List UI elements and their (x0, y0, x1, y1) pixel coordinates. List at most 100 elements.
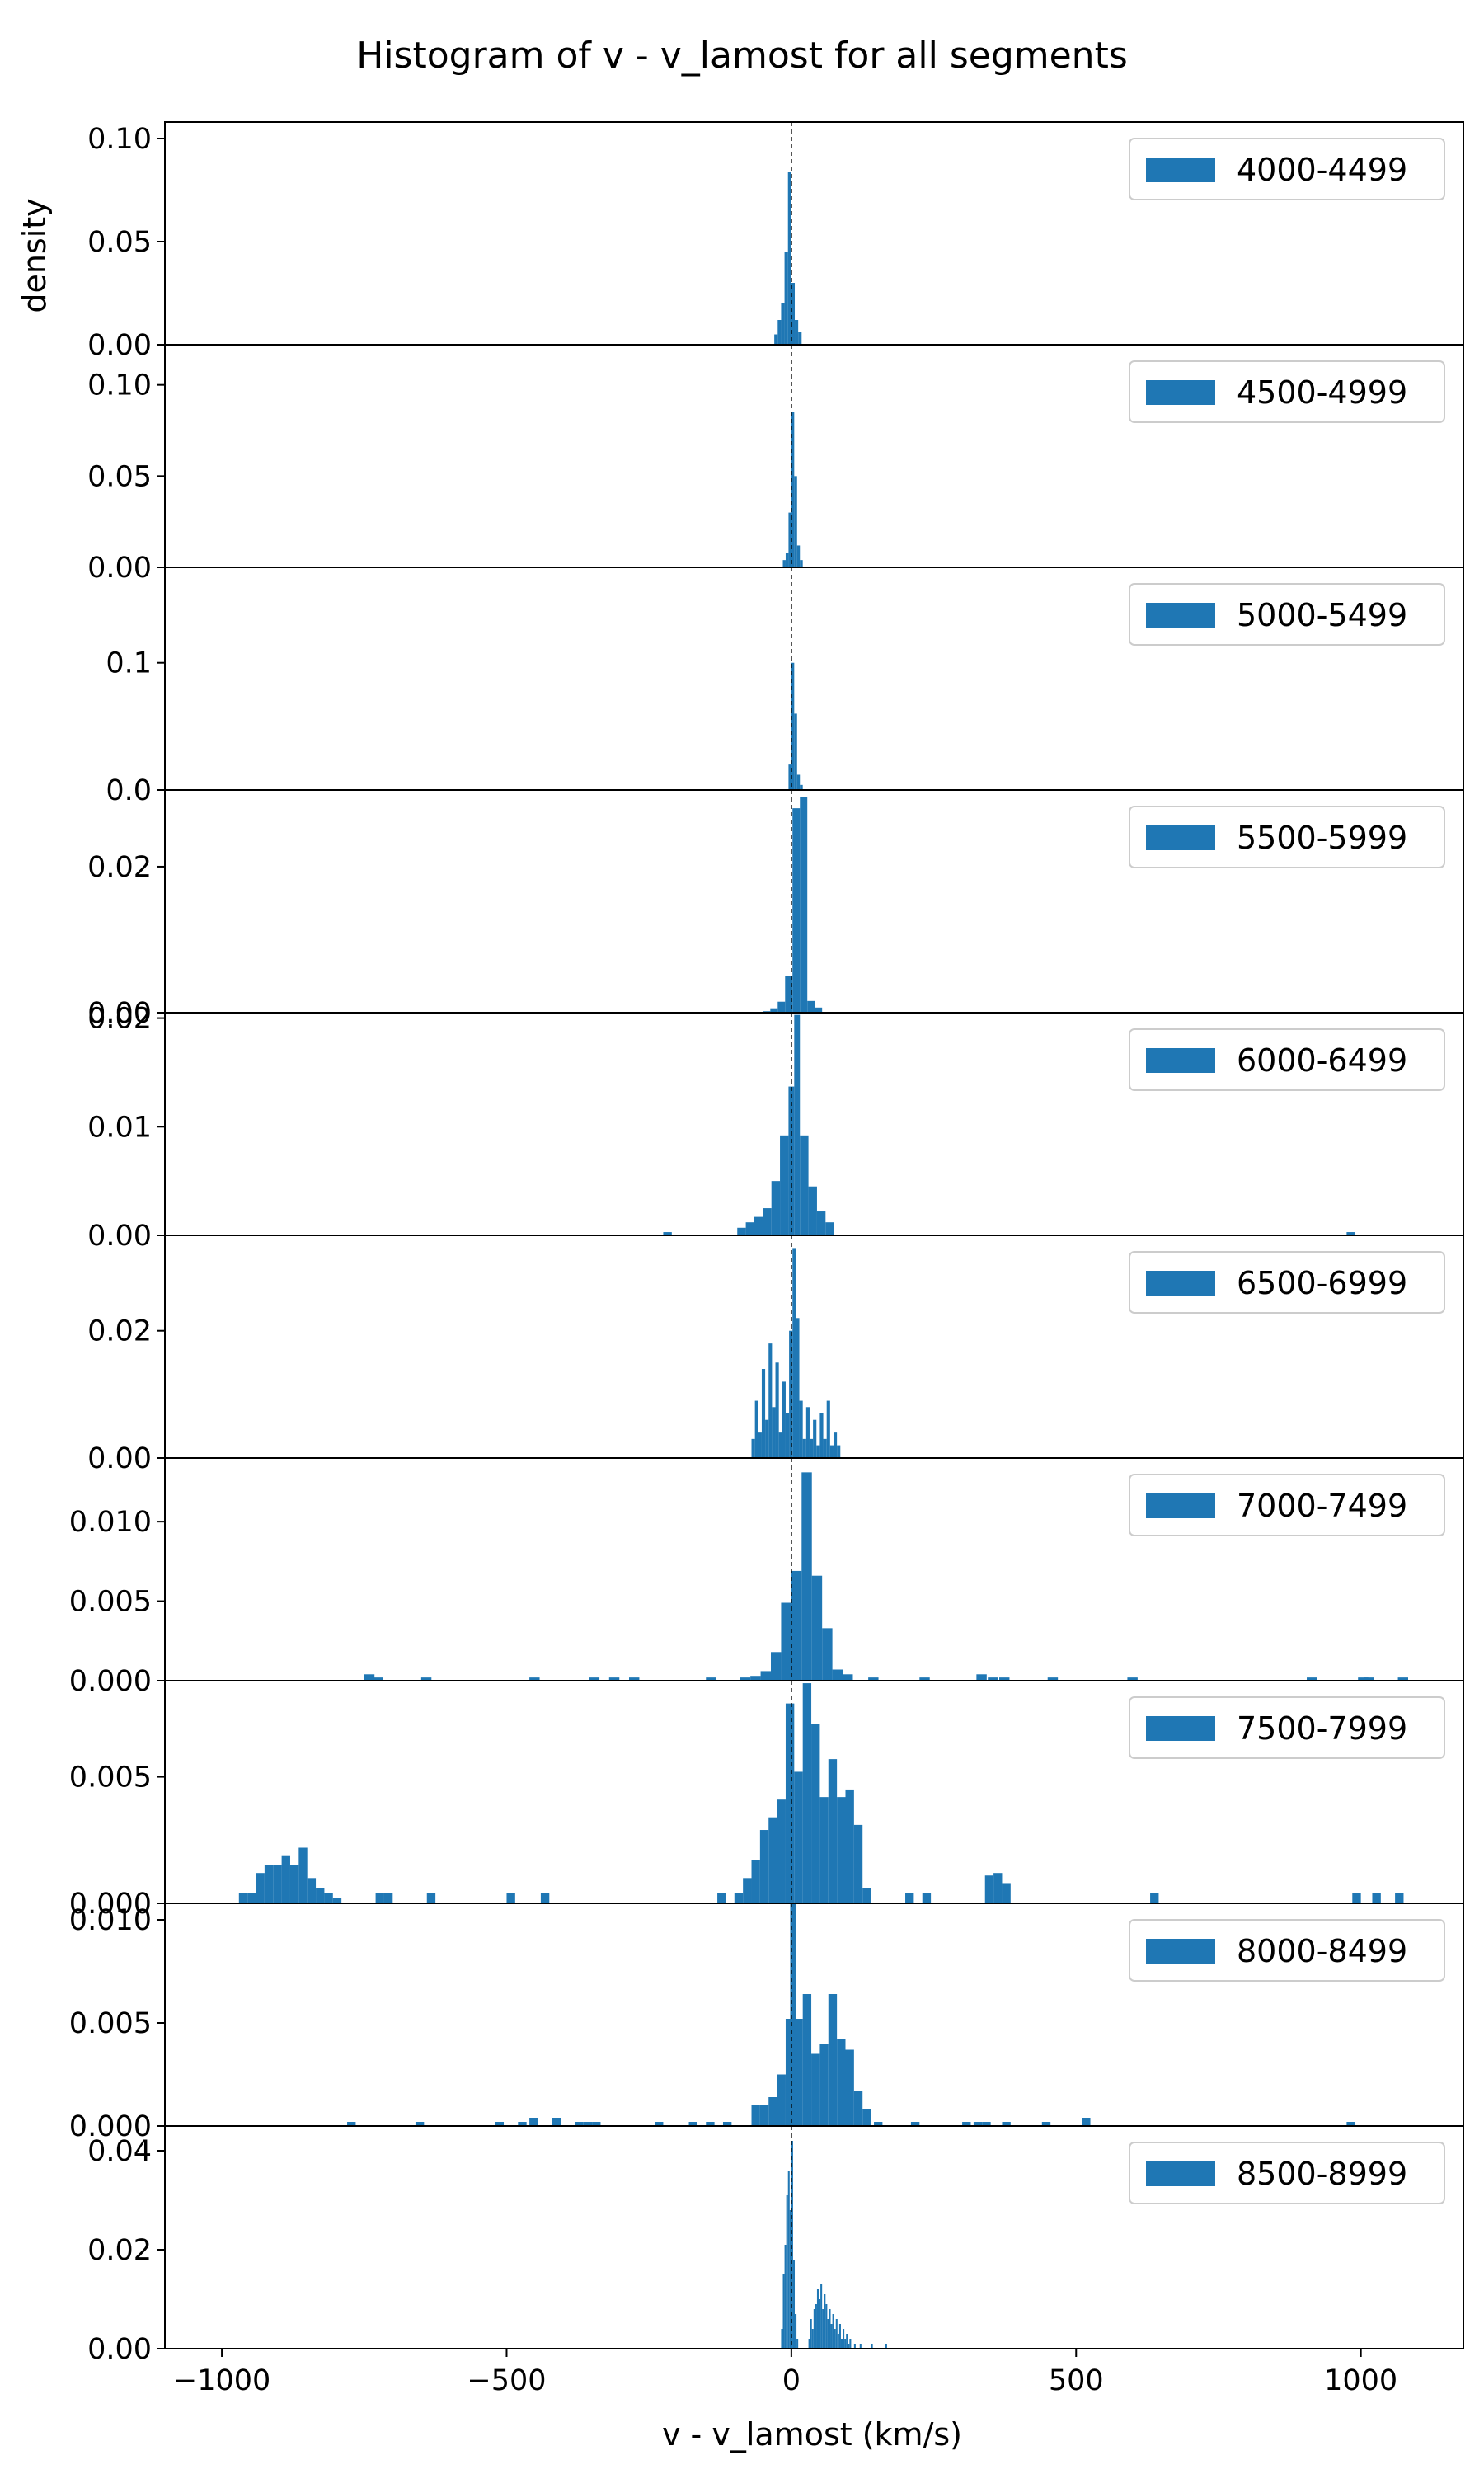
legend: 5500-5999 (1129, 806, 1445, 868)
legend-label: 5000-5499 (1237, 597, 1407, 633)
histogram-bar (796, 774, 801, 790)
histogram-bar (768, 1343, 773, 1458)
histogram-bar (791, 1570, 802, 1681)
legend: 7000-7499 (1129, 1474, 1445, 1536)
histogram-bar (859, 2344, 862, 2349)
histogram-bar (833, 1432, 838, 1458)
y-tick-label: 0.02 (87, 1003, 152, 1036)
histogram-bar (791, 662, 795, 790)
histogram-panel-7500-7999: 0.000 0.005 7500-7999 (69, 1680, 1464, 1921)
histogram-bar (1372, 1893, 1381, 1903)
histogram-bar (781, 303, 785, 345)
histogram-bar (800, 1135, 809, 1235)
histogram-bar (791, 412, 795, 567)
histogram-bar (298, 1847, 308, 1903)
histogram-bar (777, 1001, 786, 1013)
histogram-bar (843, 2329, 845, 2349)
histogram-bar (785, 2019, 791, 2126)
histogram-bar (780, 1135, 789, 1235)
histogram-bar (829, 1445, 834, 1458)
legend-frame (1129, 583, 1445, 646)
x-axis: −1000 −500 0 500 1000 (173, 2349, 1397, 2397)
legend-label: 7000-7499 (1237, 1488, 1407, 1524)
y-tick-label: 0.02 (87, 1315, 152, 1348)
legend-label: 6500-6999 (1237, 1265, 1407, 1301)
legend-label: 8000-8499 (1237, 1933, 1407, 1969)
legend: 6000-6499 (1129, 1028, 1445, 1091)
histogram-bar (922, 1893, 932, 1903)
histogram-bar (589, 1677, 600, 1681)
histogram-bar (802, 1683, 812, 1903)
legend: 8500-8999 (1129, 2142, 1445, 2204)
histogram-bar (1082, 2118, 1091, 2126)
legend-swatch (1146, 1939, 1215, 1964)
histogram-bar (976, 1674, 987, 1681)
histogram-bar (751, 1438, 755, 1458)
legend-frame (1129, 138, 1445, 200)
histogram-bar (993, 1873, 1003, 1903)
y-tick-label: 0.00 (87, 329, 152, 362)
histogram-bar (798, 332, 802, 345)
y-tick-label: 0.010 (69, 1506, 152, 1539)
histogram-bar (583, 2122, 593, 2126)
histogram-bar (962, 2122, 971, 2126)
legend-frame (1129, 360, 1445, 423)
histogram-bar (844, 2339, 847, 2349)
histogram-bar (849, 2339, 852, 2349)
histogram-bar (871, 2344, 873, 2349)
legend-swatch (1146, 1493, 1215, 1518)
histogram-bar (1150, 1893, 1159, 1903)
y-tick-label: 0.02 (87, 2234, 152, 2267)
histogram-bar (792, 2260, 796, 2349)
histogram-bar (825, 2304, 828, 2349)
histogram-bar (768, 1817, 777, 1903)
histogram-bar (717, 1893, 726, 1903)
histogram-bar (800, 784, 803, 790)
histogram-bar (846, 2334, 848, 2349)
histogram-bar (316, 1888, 325, 1903)
histogram-bar (771, 1181, 781, 1235)
histogram-bar (834, 2329, 836, 2349)
histogram-bar (281, 1855, 290, 1903)
histogram-bar (790, 1903, 796, 2126)
histogram-bar (796, 545, 801, 567)
histogram-bar (802, 1994, 812, 2126)
histogram-bar (772, 1407, 776, 1458)
histogram-bar (722, 2122, 732, 2126)
histogram-bar (1047, 1677, 1059, 1681)
histogram-bar (796, 2339, 799, 2349)
histogram-panel-6500-6999: 0.00 0.02 6500-6999 (87, 1235, 1464, 1475)
histogram-bar (791, 2141, 793, 2349)
histogram-bar (885, 2344, 887, 2349)
histogram-bar (706, 1677, 716, 1681)
histogram-bar (1307, 1677, 1317, 1681)
histogram-bar (819, 2299, 821, 2349)
y-tick-label: 0.005 (69, 1586, 152, 1619)
histogram-bar (1346, 2122, 1355, 2126)
y-tick-label: 0.00 (87, 997, 152, 1030)
histogram-bar (706, 2122, 715, 2126)
histogram-bar (332, 1898, 342, 1903)
histogram-bar (819, 2044, 829, 2126)
y-tick-label: 0.05 (87, 460, 152, 493)
histogram-bar (1364, 1677, 1374, 1681)
legend: 8000-8499 (1129, 1919, 1445, 1982)
y-tick-label: 0.04 (87, 2135, 152, 2168)
legend-swatch (1146, 380, 1215, 405)
y-tick-label: 0.000 (69, 2110, 152, 2143)
histogram-bar (777, 320, 782, 345)
histogram-bar (781, 2329, 783, 2349)
histogram-bar (759, 2105, 769, 2126)
histogram-bar (853, 2344, 856, 2349)
legend-frame (1129, 1474, 1445, 1536)
histogram-bar (824, 2294, 826, 2349)
histogram-bar (375, 1893, 384, 1903)
histogram-bar (808, 1186, 817, 1235)
histogram-panel-4000-4499: 0.00 0.05 0.10 4000-4499 (87, 121, 1464, 362)
histogram-bar (264, 1865, 274, 1903)
histogram-bar (862, 2109, 871, 2126)
histogram-bar (734, 1893, 744, 1903)
histogram-bar (828, 1994, 838, 2126)
histogram-bar (799, 1400, 803, 1458)
histogram-bar (982, 2122, 991, 2126)
